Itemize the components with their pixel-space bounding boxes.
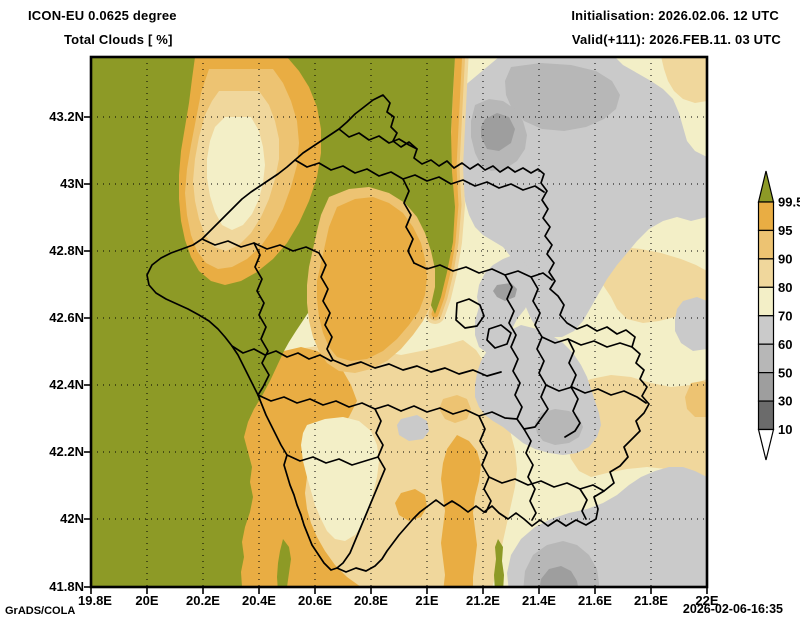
x-tick-label: 21.6E	[578, 593, 612, 608]
axis-ticks	[84, 116, 708, 594]
colorbar-label: 60	[778, 337, 792, 352]
colorbar-label: 70	[778, 309, 792, 324]
x-tick-label: 21.2E	[466, 593, 500, 608]
fill-tan-northeast-corner	[661, 57, 707, 103]
y-tick-label: 42N	[60, 511, 84, 526]
colorbar-segment	[757, 229, 775, 260]
fill-gray-mid-north-blob	[505, 63, 620, 131]
colorbar-label: 99.5	[778, 195, 800, 210]
municipality-borders	[146, 94, 650, 573]
latlon-grid	[91, 57, 707, 587]
fill-transition-stripes	[425, 57, 469, 324]
fill-ltorange-east-edge	[685, 381, 707, 417]
colorbar: 99.5 95 90 80 70 60 50 30 10	[757, 170, 800, 461]
x-axis-labels: 19.8E 20E 20.2E 20.4E 20.6E 20.8E 21E 21…	[78, 593, 719, 608]
title-initialisation: Initialisation: 2026.02.06. 12 UTC	[571, 8, 779, 23]
generation-timestamp: 2026-02-06-16:35	[683, 602, 783, 616]
colorbar-below-min	[757, 428, 775, 461]
fill-cream-streak-core	[207, 117, 265, 230]
y-tick-label: 42.2N	[49, 444, 84, 459]
x-tick-label: 19.8E	[78, 593, 112, 608]
fill-tan-southeast	[565, 375, 707, 477]
y-tick-label: 43.2N	[49, 109, 84, 124]
fill-olive-sliver-south	[494, 539, 504, 587]
colorbar-label: 90	[778, 252, 792, 267]
kosovo-outer-border	[146, 94, 650, 573]
fill-gray-spot-southeast	[657, 485, 697, 513]
x-tick-label: 20E	[135, 593, 158, 608]
y-tick-label: 42.6N	[49, 310, 84, 325]
x-tick-label: 20.2E	[186, 593, 220, 608]
fill-orange-southwest-band	[220, 347, 361, 587]
fill-cream-dragash-pocket	[301, 417, 379, 541]
x-tick-label: 20.6E	[298, 593, 332, 608]
fill-gray-east-edge	[675, 297, 707, 351]
x-tick-label: 22E	[695, 593, 718, 608]
colorbar-label: 10	[778, 422, 792, 437]
colorbar-segment	[757, 286, 775, 317]
colorbar-segment	[757, 201, 775, 232]
fill-gray-spot-center	[397, 415, 429, 441]
fill-gray-bottom-core-dark	[539, 566, 579, 587]
y-axis-labels: 43.2N 43N 42.8N 42.6N 42.4N 42.2N 42N 41…	[49, 109, 84, 594]
title-variable: Total Clouds [ %]	[64, 32, 173, 47]
x-tick-label: 20.4E	[242, 593, 276, 608]
colorbar-labels: 99.5 95 90 80 70 60 50 30 10	[778, 195, 800, 438]
colorbar-segment	[757, 343, 775, 374]
colorbar-label: 80	[778, 280, 792, 295]
y-tick-label: 42.8N	[49, 243, 84, 258]
title-valid: Valid(+111): 2026.FEB.11. 03 UTC	[572, 32, 782, 47]
fill-ltorange-patch-center	[439, 395, 471, 423]
colorbar-segment	[757, 258, 775, 288]
x-tick-label: 20.8E	[354, 593, 388, 608]
colorbar-segment	[757, 372, 775, 402]
colorbar-segment	[757, 400, 775, 431]
fill-gray-dark-northwest-core	[481, 113, 515, 151]
cloud-cover-fill-layer	[91, 57, 707, 587]
map-frame	[89, 55, 709, 589]
colorbar-label: 30	[778, 394, 792, 409]
fill-orange-central	[317, 197, 427, 361]
fill-orange-south-streak	[441, 435, 481, 587]
fill-olive-sliver-southwest	[277, 539, 291, 587]
colorbar-label: 50	[778, 366, 792, 381]
y-tick-label: 42.4N	[49, 377, 84, 392]
x-tick-label: 21.4E	[522, 593, 556, 608]
fill-gray-bottom-core	[523, 541, 599, 587]
colorbar-segment	[757, 315, 775, 345]
y-tick-label: 43N	[60, 176, 84, 191]
fill-gray-prishtina-core	[535, 409, 583, 445]
x-tick-label: 21.8E	[634, 593, 668, 608]
y-tick-label: 41.8N	[49, 579, 84, 594]
title-model: ICON-EU 0.0625 degree	[28, 8, 177, 23]
colorbar-label: 95	[778, 223, 792, 238]
x-tick-label: 21E	[415, 593, 438, 608]
credit-grads: GrADS/COLA	[5, 605, 75, 617]
